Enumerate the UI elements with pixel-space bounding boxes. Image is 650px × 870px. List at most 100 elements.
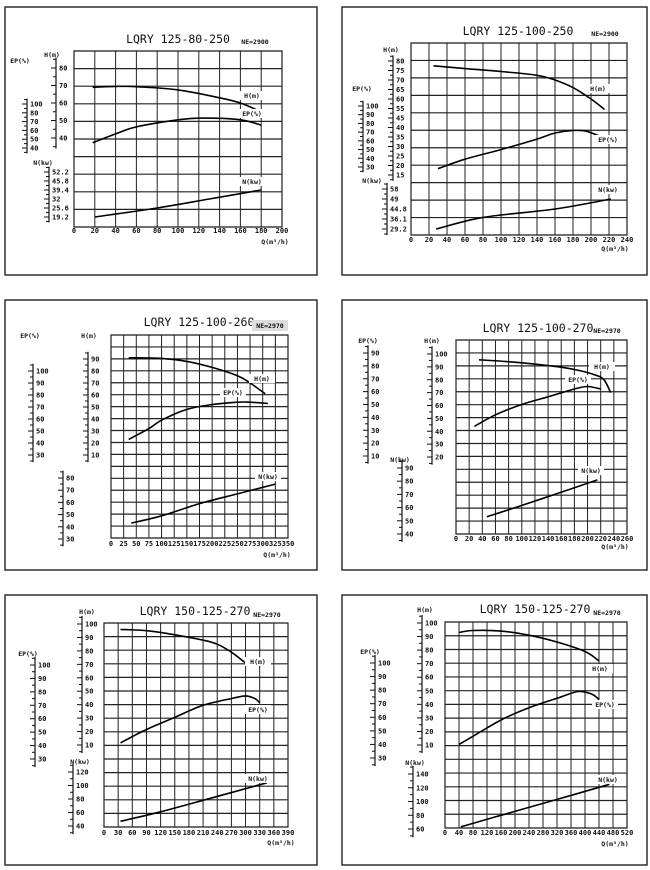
axis-tick-label-ep: 80 (38, 688, 46, 696)
speed-label: NE=2900 (591, 30, 618, 38)
axis-tick-label-h: 10 (85, 742, 93, 750)
axis-tick-label-n: 49 (390, 196, 398, 204)
axis-title-n: N(kw) (390, 456, 410, 464)
axis-tick-label-ep: 50 (38, 729, 46, 737)
x-tick-label: 150 (181, 540, 194, 548)
axis-tick-label-h: 100 (435, 351, 448, 359)
axis-title-ep: EP(%) (358, 337, 378, 345)
speed-label: NE=2970 (253, 611, 280, 619)
axis-tick-label-h: 50 (425, 687, 433, 695)
x-tick-label: 60 (491, 535, 499, 543)
x-tick-label: 25 (119, 540, 127, 548)
axis-tick-label-h: 90 (91, 356, 99, 364)
curve-label-bg (589, 362, 615, 371)
axis-tick-label-ep: 30 (371, 427, 379, 435)
x-tick-label: 275 (244, 540, 257, 548)
axis-tick-label-n: 44.8 (390, 206, 407, 214)
chart-title: LQRY 125-80-250 (126, 32, 230, 46)
x-tick-label: 320 (551, 829, 564, 837)
x-tick-label: 440 (593, 829, 606, 837)
axis-tick-label-ep: 60 (30, 127, 38, 135)
axis-tick-label-h: 90 (435, 363, 443, 371)
axis-tick-label-ep: 80 (366, 120, 374, 128)
axis-tick-label-h: 60 (91, 392, 99, 400)
axis-tick-label-h: 40 (396, 124, 404, 132)
x-tick-label: 325 (269, 540, 282, 548)
x-tick-label: 40 (443, 236, 451, 244)
axis-tick-label-ep: 50 (30, 136, 38, 144)
axis-tick-label-h: 80 (91, 368, 99, 376)
x-tick-label: 200 (585, 236, 598, 244)
ne-badge-bg (252, 320, 288, 331)
axis-tick-label-ep: 60 (366, 137, 374, 145)
x-tick-label: 120 (481, 829, 494, 837)
x-tick-label: 100 (515, 535, 528, 543)
axis-tick-label-n: 50 (66, 511, 74, 519)
chart-frame (341, 299, 648, 571)
axis-tick-label-h: 40 (85, 701, 93, 709)
x-tick-label: 220 (594, 535, 607, 543)
x-tick-label: 120 (154, 829, 167, 837)
x-tick-label: 80 (504, 535, 512, 543)
x-axis-label: Q(m³/h) (263, 551, 290, 559)
axis-tick-label-h: 50 (59, 117, 67, 125)
x-tick-label: 0 (443, 829, 447, 837)
x-tick-label: 300 (256, 540, 269, 548)
axis-tick-label-ep: 90 (378, 673, 386, 681)
curve-label-n: N(kw) (598, 776, 618, 784)
axis-tick-label-ep: 40 (38, 742, 46, 750)
speed-label: NE=2900 (241, 38, 268, 46)
speed-label: NE=2970 (593, 327, 620, 335)
axis-tick-label-n: 19.2 (52, 214, 69, 222)
axis-tick-label-h: 30 (396, 143, 404, 151)
axis-tick-label-h: 80 (396, 58, 404, 66)
axis-tick-label-h: 50 (91, 404, 99, 412)
axis-tick-label-n: 70 (66, 487, 74, 495)
x-tick-label: 240 (523, 829, 536, 837)
x-axis-label: Q(m³/h) (261, 238, 288, 246)
axis-tick-label-ep: 20 (371, 440, 379, 448)
axis-tick-label-ep: 50 (366, 146, 374, 154)
axis-tick-label-n: 100 (76, 782, 89, 790)
axis-tick-label-h: 10 (91, 452, 99, 460)
x-tick-label: 180 (567, 236, 580, 244)
x-tick-label: 30 (114, 829, 122, 837)
axis-tick-label-h: 20 (85, 728, 93, 736)
x-tick-label: 80 (153, 227, 161, 235)
curve-n (460, 783, 610, 828)
curve-label-ep: EP(%) (598, 136, 618, 144)
axis-tick-label-ep: 70 (38, 702, 46, 710)
chart-svg: 0 30 60 90 120 150 180 210 240 270 300 330 360 390LQR… (4, 594, 318, 866)
axis-tick-label-n: 140 (416, 771, 429, 779)
x-tick-label: 240 (621, 236, 634, 244)
axis-title-ep: EP(%) (352, 85, 372, 93)
x-tick-label: 140 (531, 236, 544, 244)
chart-svg: 0 20 40 60 80 100 120 140 160 180 200 220 240 LQRY 12… (341, 6, 648, 276)
x-tick-label: 0 (409, 236, 413, 244)
axis-tick-label-h: 45 (396, 115, 404, 123)
x-tick-label: 60 (128, 829, 136, 837)
curve-label-bg (239, 109, 265, 118)
curve-n (94, 189, 262, 218)
curve-label-n: N(kw) (242, 178, 262, 186)
axis-tick-label-ep: 30 (36, 452, 44, 460)
axis-tick-label-h: 30 (85, 715, 93, 723)
pump-chart-6: 0 40 80 120 160 200 240 280 320 360 400 440 480 520 LQ… (325, 590, 650, 870)
axis-tick-label-h: 15 (396, 172, 404, 180)
axis-tick-label-ep: 90 (371, 350, 379, 358)
x-tick-label: 240 (608, 535, 621, 543)
x-tick-label: 125 (168, 540, 181, 548)
speed-label: NE=2970 (256, 322, 283, 330)
x-tick-label: 160 (234, 227, 247, 235)
x-tick-label: 160 (555, 535, 568, 543)
x-tick-label: 100 (155, 540, 168, 548)
x-tick-label: 40 (478, 535, 486, 543)
axis-title-h: H(m) (79, 608, 95, 616)
x-tick-label: 160 (495, 829, 508, 837)
curve-label-bg (245, 657, 271, 666)
chart-frame (4, 594, 318, 866)
curve-label-bg (220, 388, 246, 397)
curve-ep (120, 695, 261, 744)
curve-n (486, 479, 598, 518)
axis-tick-label-h: 100 (85, 621, 98, 629)
